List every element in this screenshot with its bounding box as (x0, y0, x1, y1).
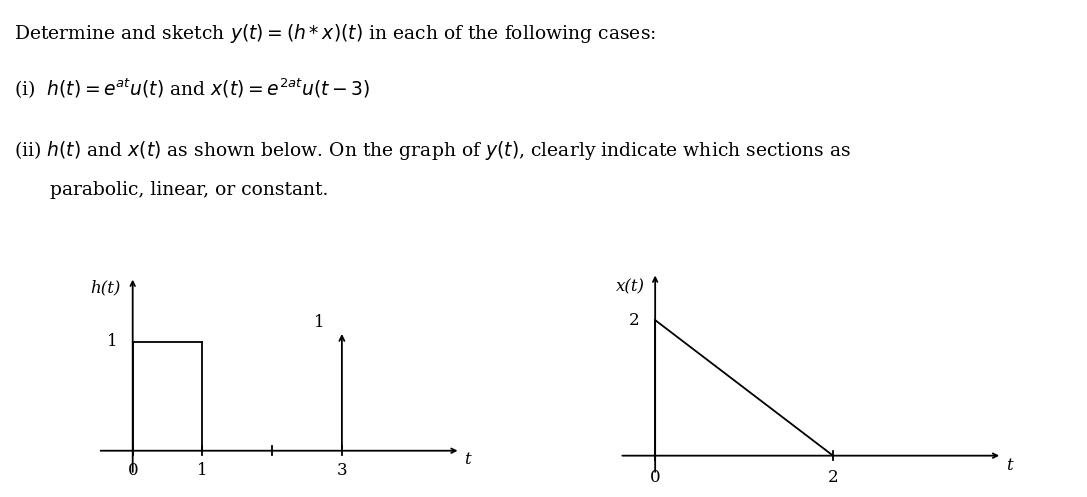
Text: 1: 1 (197, 462, 208, 479)
Text: 1: 1 (314, 314, 324, 331)
Text: Determine and sketch $y(t) = (h * x)(t)$ in each of the following cases:: Determine and sketch $y(t) = (h * x)(t)$… (14, 22, 657, 45)
Text: 1: 1 (107, 333, 117, 350)
Text: h(t): h(t) (90, 279, 121, 296)
Text: 0: 0 (127, 462, 138, 479)
Text: t: t (464, 451, 471, 468)
Text: 3: 3 (337, 462, 347, 479)
Text: t: t (1007, 457, 1013, 474)
Text: (ii) $h(t)$ and $x(t)$ as shown below. On the graph of $y(t)$, clearly indicate : (ii) $h(t)$ and $x(t)$ as shown below. O… (14, 139, 851, 162)
Text: 2: 2 (827, 469, 838, 486)
Text: x(t): x(t) (615, 278, 645, 295)
Text: 0: 0 (650, 469, 661, 486)
Text: 2: 2 (628, 312, 639, 329)
Text: parabolic, linear, or constant.: parabolic, linear, or constant. (14, 181, 328, 199)
Text: (i)  $h(t) = e^{at}u(t)$ and $x(t) = e^{2at}u(t-3)$: (i) $h(t) = e^{at}u(t)$ and $x(t) = e^{2… (14, 77, 371, 101)
